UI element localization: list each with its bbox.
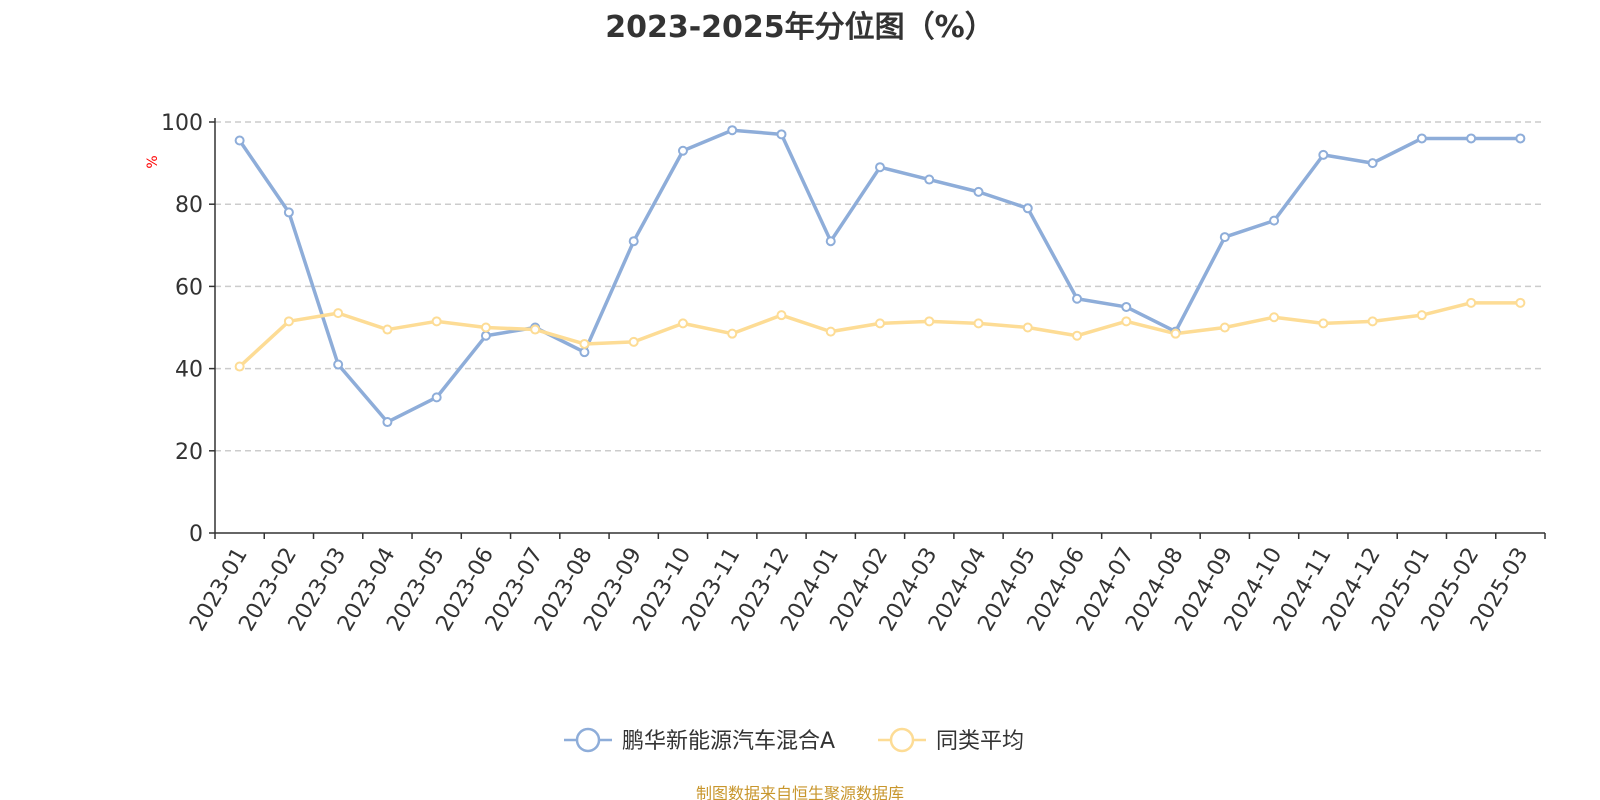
data-point[interactable]	[1121, 316, 1132, 327]
data-point[interactable]	[875, 162, 885, 173]
data-point[interactable]	[727, 328, 738, 339]
legend-item-1[interactable]: 同类平均	[878, 727, 1024, 754]
data-point[interactable]	[677, 145, 688, 156]
data-point[interactable]	[677, 318, 688, 329]
data-point[interactable]	[283, 316, 294, 327]
data-point[interactable]	[1367, 316, 1378, 327]
data-point[interactable]	[875, 318, 885, 329]
data-point[interactable]	[973, 186, 984, 197]
y-tick-label: 60	[175, 275, 203, 300]
data-point[interactable]	[924, 174, 935, 185]
data-point[interactable]	[1219, 232, 1230, 243]
data-point[interactable]	[1318, 149, 1329, 160]
data-point[interactable]	[1170, 328, 1181, 339]
data-point[interactable]	[1072, 330, 1083, 341]
legend-label: 鹏华新能源汽车混合A	[622, 729, 835, 754]
y-axis-label: %	[145, 155, 161, 168]
data-point[interactable]	[579, 347, 590, 358]
data-point[interactable]	[480, 330, 491, 341]
y-tick-label: 40	[175, 358, 203, 383]
data-point[interactable]	[973, 318, 984, 329]
data-point[interactable]	[382, 324, 393, 335]
y-tick-label: 80	[175, 193, 203, 218]
data-point[interactable]	[776, 310, 787, 321]
data-point[interactable]	[234, 135, 245, 146]
data-point[interactable]	[1022, 322, 1033, 333]
data-point[interactable]	[382, 417, 393, 428]
data-point[interactable]	[579, 338, 590, 349]
data-point[interactable]	[431, 392, 442, 403]
data-point[interactable]	[825, 236, 836, 247]
series-layer	[234, 125, 1526, 428]
series-line-0	[238, 128, 1521, 424]
data-point[interactable]	[1416, 133, 1427, 144]
data-point[interactable]	[480, 322, 491, 333]
data-point[interactable]	[825, 326, 836, 337]
data-point[interactable]	[1466, 133, 1477, 144]
data-point[interactable]	[1072, 293, 1083, 304]
data-point[interactable]	[1022, 203, 1033, 214]
data-point[interactable]	[431, 316, 442, 327]
data-point[interactable]	[333, 308, 344, 319]
data-point[interactable]	[628, 336, 639, 347]
data-point[interactable]	[727, 125, 738, 136]
y-tick-label: 0	[189, 522, 203, 547]
legend[interactable]: 鹏华新能源汽车混合A 同类平均	[564, 727, 1024, 754]
data-point[interactable]	[1416, 310, 1427, 321]
data-point[interactable]	[234, 361, 245, 372]
grid-lines	[215, 121, 1545, 452]
data-point[interactable]	[283, 207, 294, 218]
y-tick-label: 20	[175, 440, 203, 465]
data-point[interactable]	[333, 359, 344, 370]
data-point[interactable]	[1219, 322, 1230, 333]
legend-item-0[interactable]: 鹏华新能源汽车混合A	[564, 727, 835, 754]
data-point[interactable]	[1367, 158, 1378, 169]
series-line-1	[238, 301, 1521, 368]
source-note: 制图数据来自恒生聚源数据库	[695, 784, 904, 800]
legend-marker	[889, 727, 915, 753]
data-point[interactable]	[1515, 133, 1526, 144]
data-point[interactable]	[1466, 297, 1477, 308]
data-point[interactable]	[628, 236, 639, 247]
data-point[interactable]	[1121, 301, 1132, 312]
data-point[interactable]	[530, 324, 541, 335]
data-point[interactable]	[1269, 215, 1280, 226]
data-point[interactable]	[1515, 297, 1526, 308]
data-point[interactable]	[924, 316, 935, 327]
data-point[interactable]	[1269, 312, 1280, 323]
chart-title: 2023-2025年分位图（%）	[605, 10, 995, 45]
data-point[interactable]	[1318, 318, 1329, 329]
legend-marker	[575, 727, 601, 753]
data-point[interactable]	[776, 129, 787, 140]
legend-label: 同类平均	[936, 729, 1024, 754]
y-tick-label: 100	[161, 111, 203, 136]
axes: 020406080100%2023-012023-022023-032023-0…	[145, 111, 1546, 636]
